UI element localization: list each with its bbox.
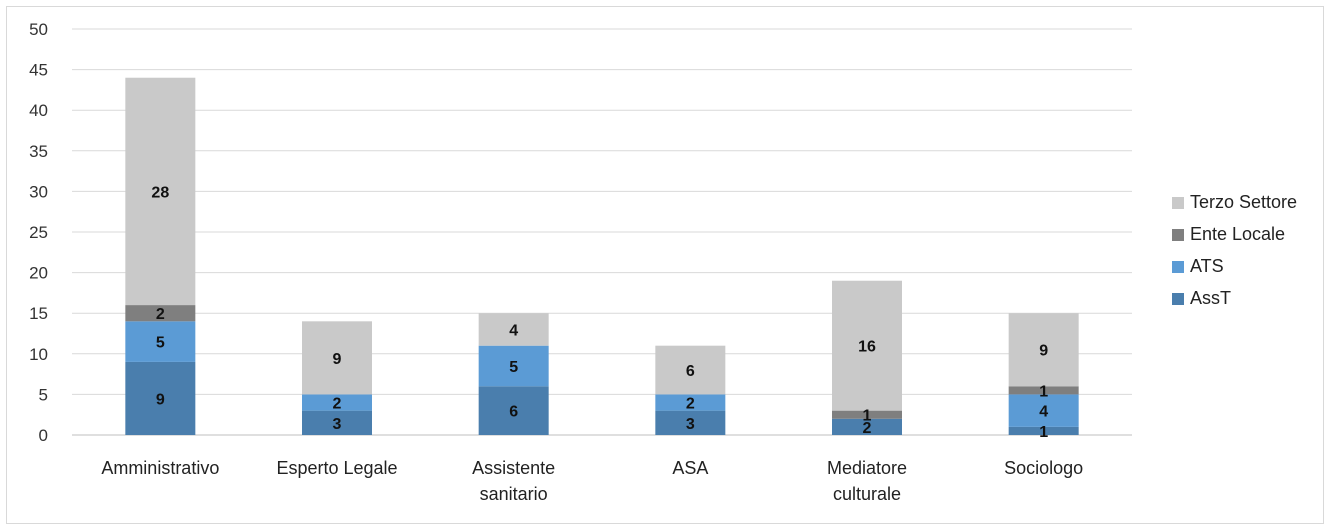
- legend-label: ATS: [1190, 256, 1224, 276]
- bar-asst: [478, 386, 549, 435]
- data-label: 2: [686, 396, 695, 413]
- bar-asst: [1008, 426, 1079, 435]
- category-label: ASA: [672, 458, 708, 478]
- y-tick-label: 0: [39, 426, 48, 445]
- category-label: Sociologo: [1004, 458, 1083, 478]
- data-label: 2: [863, 420, 872, 437]
- legend-label: AssT: [1190, 288, 1231, 308]
- data-label: 4: [509, 322, 518, 339]
- data-label: 9: [1039, 343, 1048, 360]
- category-label: Mediatore: [827, 458, 907, 478]
- y-tick-label: 25: [29, 223, 48, 242]
- y-tick-label: 40: [29, 101, 48, 120]
- y-tick-label: 10: [29, 345, 48, 364]
- data-label: 4: [1039, 404, 1048, 421]
- chart-frame: [6, 6, 1324, 524]
- legend-label: Ente Locale: [1190, 224, 1285, 244]
- legend-swatch: [1172, 197, 1184, 209]
- gridlines: [72, 28, 1132, 436]
- category-label: culturale: [833, 484, 901, 504]
- bar-ats: [1008, 394, 1079, 427]
- legend-swatch: [1172, 261, 1184, 273]
- category-label: Amministrativo: [101, 458, 219, 478]
- bar-ats: [125, 321, 196, 362]
- data-label: 5: [156, 335, 165, 352]
- data-label: 9: [156, 391, 165, 408]
- y-tick-label: 30: [29, 182, 48, 201]
- data-label: 2: [333, 396, 342, 413]
- data-label: 3: [686, 416, 695, 433]
- legend-swatch: [1172, 293, 1184, 305]
- legend: Terzo Settore Ente Locale ATS AssT: [1172, 192, 1297, 308]
- x-axis: Amministrativo Esperto Legale Assistente sa…: [101, 458, 1083, 504]
- y-tick-label: 20: [29, 264, 48, 283]
- bar-ats: [302, 394, 372, 411]
- y-tick-label: 5: [39, 385, 48, 404]
- bar-ats: [478, 345, 549, 387]
- legend-label: Terzo Settore: [1190, 192, 1297, 212]
- bar-terzo-settore: [302, 321, 372, 395]
- data-label: 1: [863, 408, 872, 425]
- bar-asst: [125, 361, 196, 435]
- bar-ente-locale: [125, 305, 196, 322]
- bar-asst: [832, 418, 902, 435]
- data-label: 1: [1039, 383, 1048, 400]
- data-label: 1: [1039, 424, 1048, 441]
- data-label: 3: [333, 416, 342, 433]
- data-label: 16: [858, 339, 876, 356]
- bar-terzo-settore: [478, 313, 549, 346]
- bar-ente-locale: [1008, 386, 1079, 395]
- bar-ente-locale: [832, 410, 902, 419]
- y-tick-label: 45: [29, 61, 48, 80]
- bar-terzo-settore: [832, 280, 902, 411]
- data-label: 9: [333, 351, 342, 368]
- y-tick-label: 35: [29, 142, 48, 161]
- category-label: Esperto Legale: [276, 458, 397, 478]
- data-label: 2: [156, 306, 165, 323]
- legend-swatch: [1172, 229, 1184, 241]
- bar-ats: [655, 394, 726, 411]
- y-tick-label: 15: [29, 304, 48, 323]
- category-label: Assistente: [472, 458, 555, 478]
- bar-asst: [302, 410, 372, 435]
- bar-asst: [655, 410, 726, 435]
- category-label: sanitario: [480, 484, 548, 504]
- y-axis: 0 5 10 15 20 25 30 35 40 45 50: [29, 20, 48, 445]
- bar-terzo-settore: [125, 77, 196, 306]
- y-tick-label: 50: [29, 20, 48, 39]
- bars: [125, 77, 1079, 435]
- data-label: 6: [509, 404, 518, 421]
- bar-terzo-settore: [655, 345, 726, 395]
- data-label: 28: [151, 184, 169, 201]
- bar-terzo-settore: [1008, 313, 1079, 387]
- data-label: 5: [509, 359, 518, 376]
- data-label: 6: [686, 363, 695, 380]
